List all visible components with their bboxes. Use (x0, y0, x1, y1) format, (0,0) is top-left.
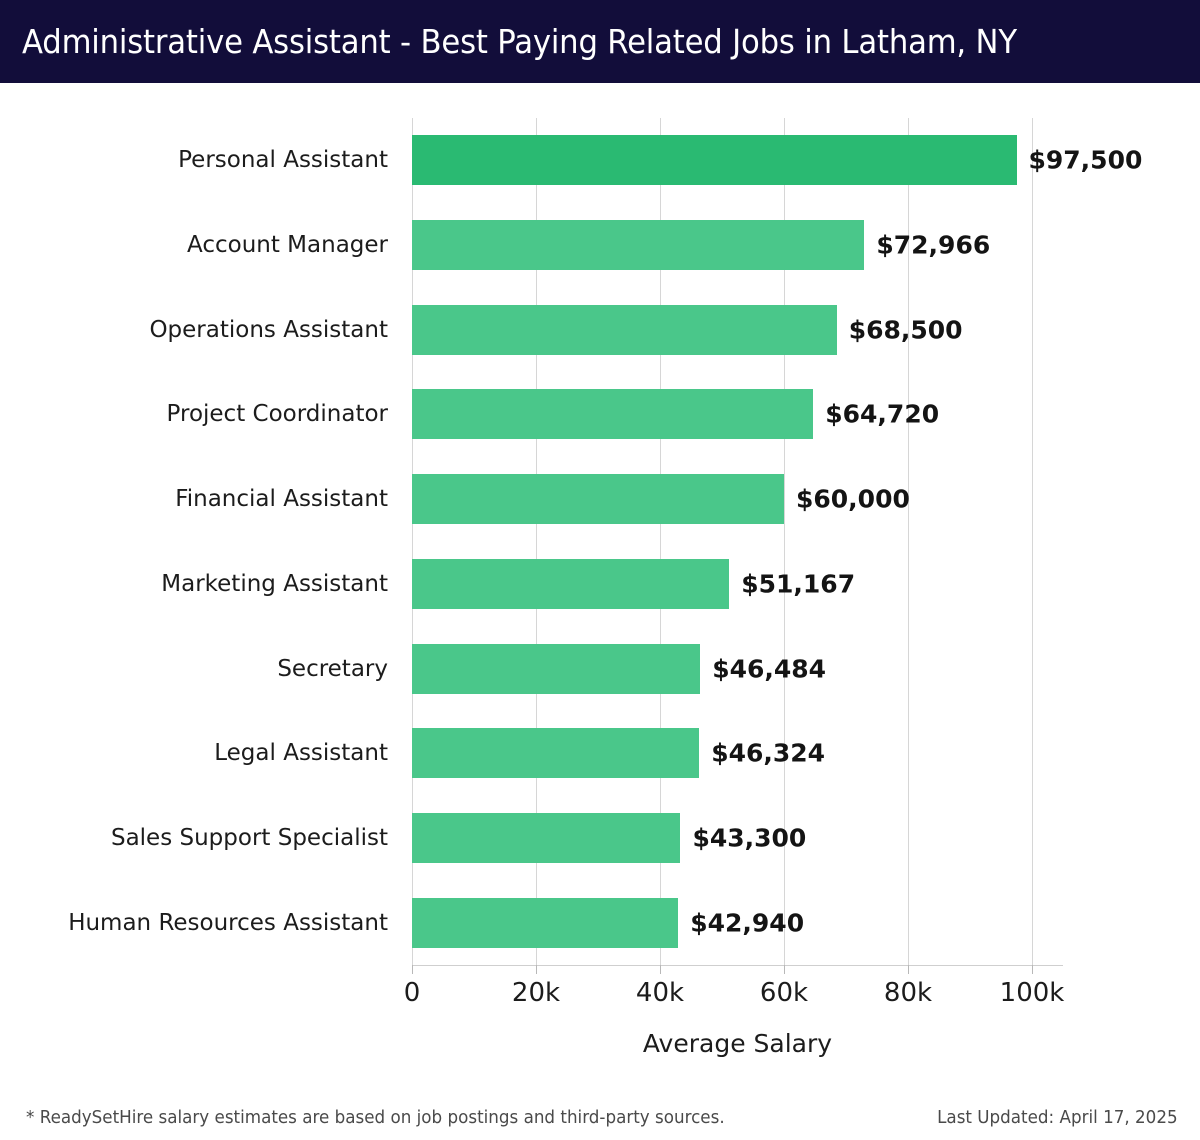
bar[interactable] (412, 135, 1017, 186)
x-axis-line (412, 965, 1063, 966)
category-label: Human Resources Assistant (68, 909, 388, 936)
category-label: Secretary (277, 655, 388, 682)
category-label: Project Coordinator (166, 401, 388, 428)
footer: * ReadySetHire salary estimates are base… (0, 1107, 1200, 1128)
gridline (536, 118, 537, 965)
bar-row[interactable]: $46,484 (0, 643, 1200, 694)
gridline (784, 118, 785, 965)
bar-value-label: $60,000 (796, 484, 910, 514)
bar-value-label: $42,940 (690, 908, 805, 938)
x-tick-label: 40k (635, 978, 685, 1008)
chart-title-bar: Administrative Assistant - Best Paying R… (0, 0, 1200, 83)
bar-row[interactable]: $60,000 (0, 474, 1200, 525)
bar-value-label: $97,500 (1028, 145, 1143, 175)
bar-row[interactable]: $64,720 (0, 389, 1200, 440)
footer-disclaimer: * ReadySetHire salary estimates are base… (26, 1107, 725, 1128)
x-tick-label: 0 (403, 978, 421, 1008)
footer-last-updated: Last Updated: April 17, 2025 (937, 1107, 1178, 1128)
gridline (660, 118, 661, 965)
bar-row[interactable]: $68,500 (0, 304, 1200, 355)
bar[interactable] (412, 389, 814, 440)
category-label: Sales Support Specialist (110, 824, 388, 851)
bar[interactable] (412, 897, 679, 948)
bar-row[interactable]: $43,300 (0, 812, 1200, 863)
gridline (908, 118, 909, 965)
x-tick-mark (908, 965, 909, 974)
page-title: Administrative Assistant - Best Paying R… (22, 22, 1017, 61)
x-tick-mark (784, 965, 785, 974)
bar-value-label: $46,484 (712, 654, 827, 684)
bar-row[interactable]: $97,500 (0, 135, 1200, 186)
x-tick-label: 80k (883, 978, 933, 1008)
bar-value-label: $51,167 (741, 569, 856, 599)
x-tick-label: 100k (999, 978, 1065, 1008)
category-label: Marketing Assistant (161, 570, 388, 597)
x-tick-label: 60k (759, 978, 809, 1008)
bar[interactable] (412, 304, 837, 355)
bar-row[interactable]: $42,940 (0, 897, 1200, 948)
x-tick-mark (1032, 965, 1033, 974)
gridline (1032, 118, 1033, 965)
x-tick-label: 20k (511, 978, 561, 1008)
gridline (412, 118, 413, 965)
bar[interactable] (412, 474, 784, 525)
bar[interactable] (412, 812, 681, 863)
bar-row[interactable]: $46,324 (0, 728, 1200, 779)
category-label: Financial Assistant (175, 486, 388, 513)
bar[interactable] (412, 220, 865, 271)
x-tick-mark (412, 965, 413, 974)
bar-value-label: $43,300 (692, 823, 807, 853)
bar-value-label: $46,324 (711, 738, 826, 768)
bar-row[interactable]: $72,966 (0, 220, 1200, 271)
x-axis-title: Average Salary (642, 1029, 833, 1058)
bar[interactable] (412, 558, 730, 609)
category-label: Legal Assistant (214, 740, 388, 767)
bar[interactable] (412, 728, 700, 779)
category-label: Personal Assistant (178, 147, 388, 174)
category-label: Account Manager (187, 232, 388, 259)
bar-row[interactable]: $51,167 (0, 558, 1200, 609)
bar[interactable] (412, 643, 701, 694)
x-tick-mark (536, 965, 537, 974)
x-tick-mark (660, 965, 661, 974)
bar-value-label: $72,966 (876, 230, 991, 260)
bar-value-label: $64,720 (825, 399, 940, 429)
category-label: Operations Assistant (149, 316, 388, 343)
bar-value-label: $68,500 (848, 315, 963, 345)
